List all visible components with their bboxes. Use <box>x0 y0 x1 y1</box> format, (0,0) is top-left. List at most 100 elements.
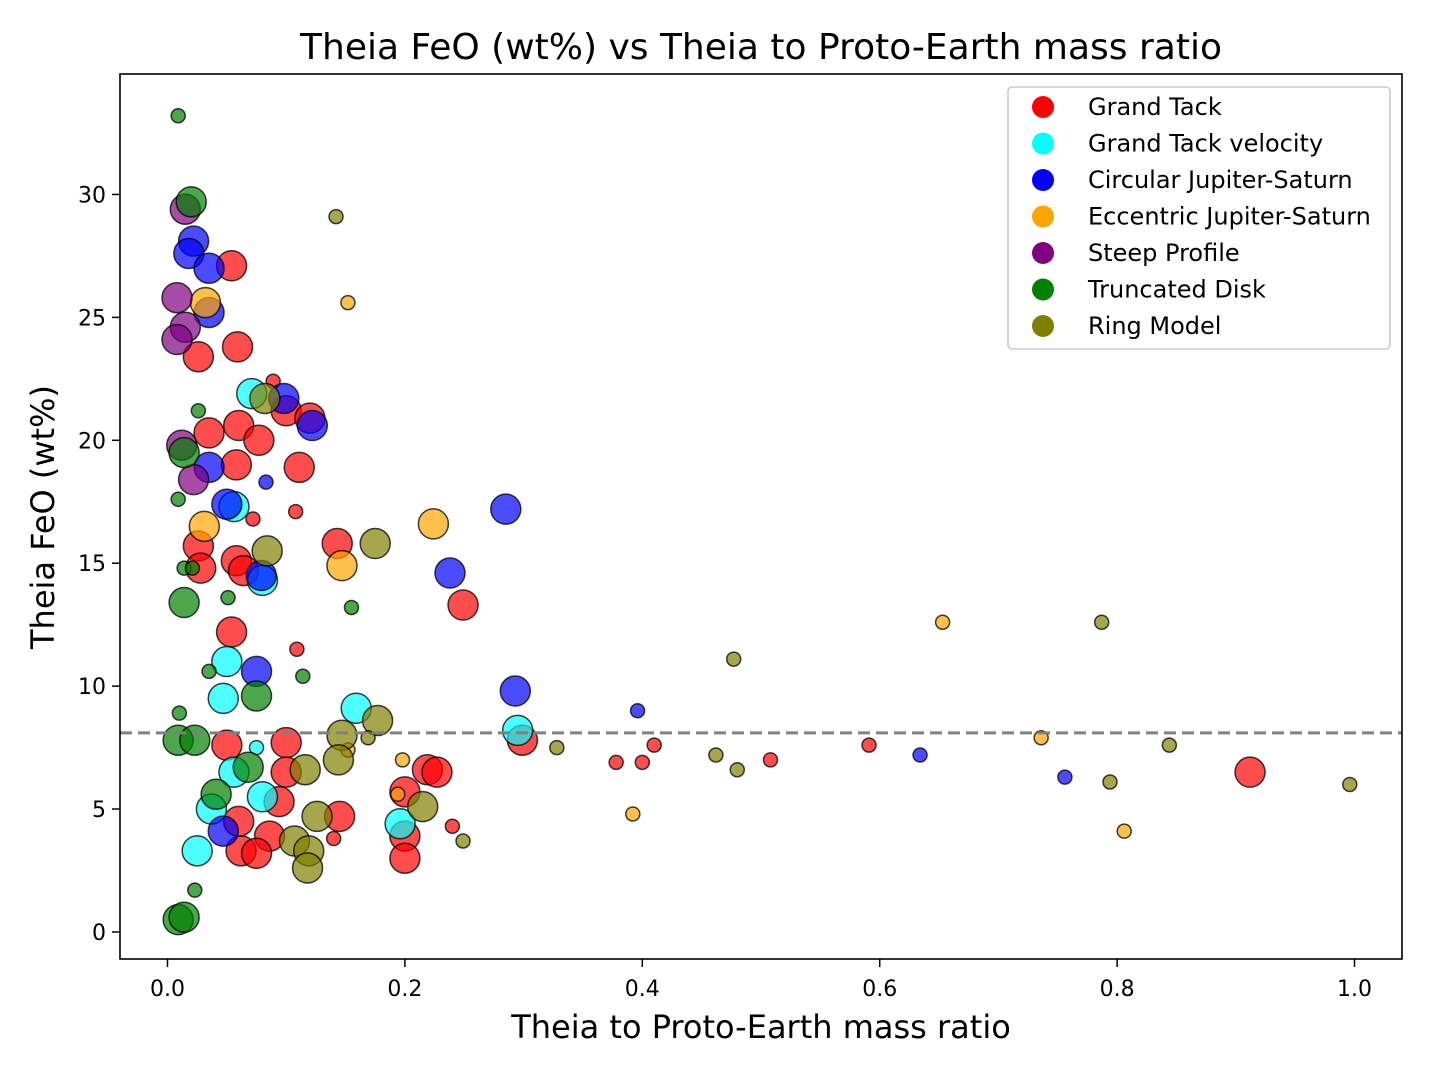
data-point <box>384 808 416 840</box>
x-tick-label: 0.2 <box>387 977 422 1002</box>
data-point <box>220 449 253 481</box>
data-point <box>1057 769 1073 785</box>
y-tick-label: 10 <box>78 675 106 700</box>
data-point <box>1093 614 1110 630</box>
data-point <box>301 800 333 833</box>
data-point <box>340 294 356 311</box>
data-point <box>1116 823 1132 839</box>
y-tick-label: 25 <box>78 306 106 331</box>
x-tick-label: 0.0 <box>150 977 185 1002</box>
data-point <box>861 737 877 753</box>
data-point <box>211 488 243 520</box>
data-point <box>608 754 624 771</box>
data-point <box>625 806 641 822</box>
data-point <box>207 682 240 715</box>
data-point <box>296 409 329 442</box>
data-point <box>343 599 360 616</box>
data-point <box>184 560 201 576</box>
series-steep-profile <box>161 193 210 496</box>
data-point <box>729 761 746 778</box>
data-point <box>501 714 534 747</box>
data-point <box>629 702 646 719</box>
data-point <box>361 704 394 737</box>
data-point <box>359 527 391 560</box>
data-point <box>725 651 742 667</box>
data-point <box>406 790 439 823</box>
data-point <box>455 833 471 849</box>
data-point <box>246 781 279 813</box>
data-point <box>211 645 243 678</box>
legend-marker <box>1032 96 1054 118</box>
legend-label: Steep Profile <box>1088 239 1240 267</box>
data-point <box>170 491 186 508</box>
legend-label: Ring Model <box>1088 312 1221 340</box>
data-point <box>168 901 200 933</box>
data-point <box>240 837 273 870</box>
data-point <box>1102 774 1118 790</box>
data-point <box>211 729 243 761</box>
x-axis-label: Theia to Proto-Earth mass ratio <box>510 1008 1011 1046</box>
data-point <box>1342 776 1358 793</box>
data-point <box>193 417 225 449</box>
data-point <box>394 752 411 768</box>
series-circular-jupiter-saturn <box>173 225 1073 847</box>
y-axis: 0 5 10 15 20 25 30 <box>78 183 120 946</box>
data-point <box>283 451 315 484</box>
plot-frame <box>119 73 1403 960</box>
data-point <box>171 705 188 721</box>
data-point <box>258 474 274 490</box>
legend-label: Grand Tack <box>1088 93 1222 121</box>
legend-marker <box>1032 205 1054 228</box>
x-axis: 0.0 0.2 0.4 0.6 0.8 1.0 <box>150 959 1372 1002</box>
legend: Grand Tack Grand Tack velocity Circular Ju… <box>1007 86 1391 350</box>
y-tick-label: 5 <box>92 798 106 823</box>
data-point <box>434 557 466 589</box>
data-point <box>207 815 240 847</box>
data-point <box>634 754 651 771</box>
data-point <box>251 535 283 567</box>
data-point <box>240 680 273 712</box>
data-point <box>220 589 236 606</box>
data-point <box>201 663 217 680</box>
data-point <box>161 281 193 314</box>
legend-label: Grand Tack velocity <box>1088 130 1323 158</box>
data-point <box>646 737 662 753</box>
data-point <box>221 331 254 363</box>
data-point <box>322 744 355 776</box>
legend-label: Circular Jupiter-Saturn <box>1088 166 1353 194</box>
data-point <box>249 382 281 415</box>
legend-marker <box>1032 132 1054 155</box>
data-point <box>291 852 324 884</box>
data-point <box>181 835 213 867</box>
data-point <box>161 323 193 356</box>
data-point <box>762 752 779 768</box>
data-point <box>326 549 358 582</box>
data-point <box>390 786 406 803</box>
data-point <box>549 739 565 756</box>
data-point <box>193 252 225 284</box>
data-points <box>161 108 1358 936</box>
data-point <box>287 503 304 520</box>
x-tick-label: 0.4 <box>625 977 660 1002</box>
data-point <box>447 589 479 621</box>
data-point <box>182 340 215 373</box>
data-point <box>245 511 261 527</box>
data-point <box>295 668 311 685</box>
legend-label: Truncated Disk <box>1087 276 1266 304</box>
data-point <box>189 286 222 319</box>
data-point <box>232 751 264 783</box>
data-point <box>179 724 211 756</box>
data-point <box>499 675 532 707</box>
data-point <box>325 830 342 847</box>
legend-marker <box>1032 242 1054 264</box>
data-point <box>170 108 186 124</box>
x-tick-label: 0.6 <box>862 977 897 1002</box>
data-point <box>168 586 200 619</box>
legend-marker <box>1032 169 1054 191</box>
y-tick-label: 15 <box>78 552 106 577</box>
data-point <box>168 436 200 469</box>
data-point <box>421 756 453 788</box>
data-point <box>934 614 951 630</box>
x-tick-label: 0.8 <box>1100 977 1135 1002</box>
